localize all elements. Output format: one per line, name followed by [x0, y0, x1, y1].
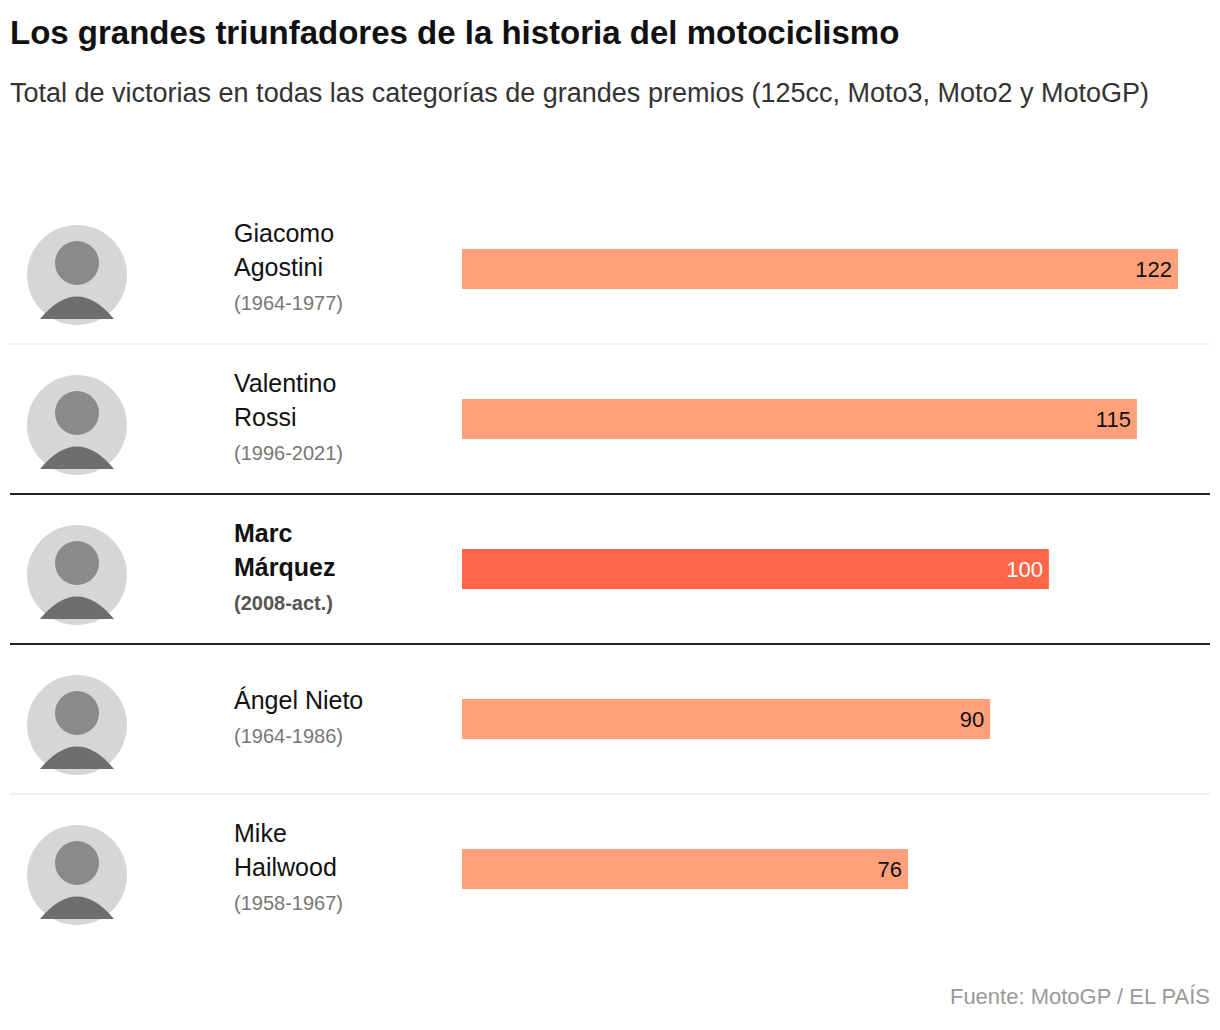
- svg-text:122: 122: [1135, 257, 1172, 282]
- svg-text:100: 100: [1006, 557, 1043, 582]
- svg-text:(1996-2021): (1996-2021): [234, 442, 343, 464]
- svg-text:(1964-1977): (1964-1977): [234, 292, 343, 314]
- svg-text:Márquez: Márquez: [234, 553, 335, 581]
- svg-text:Giacomo: Giacomo: [234, 219, 334, 247]
- svg-text:Rossi: Rossi: [234, 403, 297, 431]
- svg-text:(1964-1986): (1964-1986): [234, 725, 343, 747]
- svg-text:Mike: Mike: [234, 819, 287, 847]
- svg-text:Hailwood: Hailwood: [234, 853, 337, 881]
- svg-text:(2008-act.): (2008-act.): [234, 592, 333, 614]
- svg-text:Valentino: Valentino: [234, 369, 336, 397]
- html-text:Total de victorias en todas la: Total de victorias en todas las categorí…: [10, 78, 1150, 108]
- svg-text:Agostini: Agostini: [234, 253, 323, 281]
- svg-text:76: 76: [878, 857, 902, 882]
- svg-text:Ángel Nieto: Ángel Nieto: [234, 686, 363, 714]
- svg-text:115: 115: [1096, 407, 1131, 432]
- svg-text:(1958-1967): (1958-1967): [234, 892, 343, 914]
- svg-text:90: 90: [960, 707, 984, 732]
- html-text:Los grandes triunfadores de la: Los grandes triunfadores de la historia …: [10, 14, 900, 51]
- svg-text:Marc: Marc: [234, 519, 292, 547]
- html-text:Fuente: MotoGP / EL PAÍS: Fuente: MotoGP / EL PAÍS: [949, 984, 1210, 1009]
